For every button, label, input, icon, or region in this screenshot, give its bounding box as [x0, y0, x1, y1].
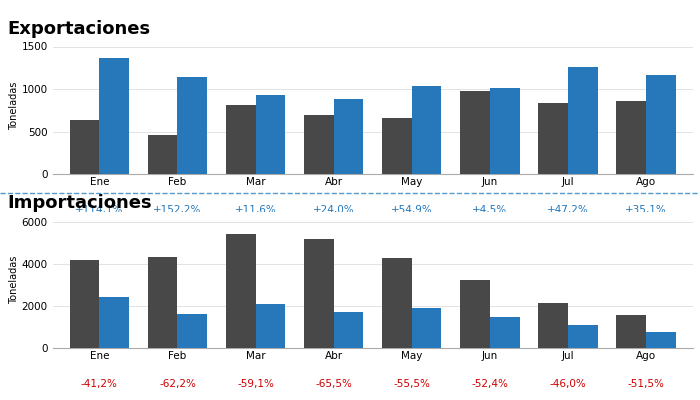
Text: Exportaciones: Exportaciones	[8, 20, 150, 38]
Bar	[412, 308, 442, 348]
Bar	[70, 260, 99, 348]
Bar	[148, 257, 178, 348]
Text: -46,0%: -46,0%	[550, 378, 587, 388]
Bar	[226, 105, 255, 174]
Bar	[460, 280, 490, 348]
Bar	[460, 91, 490, 174]
Text: Importaciones: Importaciones	[8, 194, 153, 212]
Bar	[148, 135, 178, 174]
Bar	[646, 332, 676, 348]
Text: -41,2%: -41,2%	[81, 378, 118, 388]
Bar	[178, 314, 207, 348]
Text: +54,9%: +54,9%	[391, 204, 433, 214]
Bar	[412, 86, 442, 174]
Text: +114,1%: +114,1%	[75, 204, 124, 214]
Bar	[490, 317, 519, 348]
Bar	[334, 312, 363, 348]
Bar	[99, 58, 129, 174]
Text: +47,2%: +47,2%	[547, 204, 589, 214]
Bar	[568, 326, 598, 348]
Bar	[99, 297, 129, 348]
Bar	[256, 304, 286, 348]
Y-axis label: Toneladas: Toneladas	[8, 82, 19, 130]
Bar	[617, 101, 646, 174]
Bar	[226, 234, 255, 348]
Bar	[178, 77, 207, 174]
Bar	[70, 120, 99, 174]
Bar	[538, 303, 568, 348]
Text: +4,5%: +4,5%	[473, 204, 508, 214]
Bar	[382, 118, 412, 174]
Text: -52,4%: -52,4%	[472, 378, 508, 388]
Y-axis label: Toneladas: Toneladas	[8, 256, 19, 304]
Bar	[490, 88, 519, 174]
Bar	[334, 99, 363, 174]
Text: +11,6%: +11,6%	[234, 204, 276, 214]
Text: +24,0%: +24,0%	[313, 204, 354, 214]
Bar	[646, 74, 676, 174]
Bar	[256, 95, 286, 174]
Bar	[617, 314, 646, 348]
Text: -55,5%: -55,5%	[393, 378, 430, 388]
Text: -51,5%: -51,5%	[628, 378, 664, 388]
Bar	[304, 239, 334, 348]
Text: +152,2%: +152,2%	[153, 204, 202, 214]
Bar	[568, 67, 598, 174]
Bar	[538, 103, 568, 174]
Bar	[382, 258, 412, 348]
Bar	[304, 114, 334, 174]
Text: -62,2%: -62,2%	[159, 378, 196, 388]
Text: +35,1%: +35,1%	[625, 204, 667, 214]
Text: -59,1%: -59,1%	[237, 378, 274, 388]
Text: -65,5%: -65,5%	[315, 378, 352, 388]
